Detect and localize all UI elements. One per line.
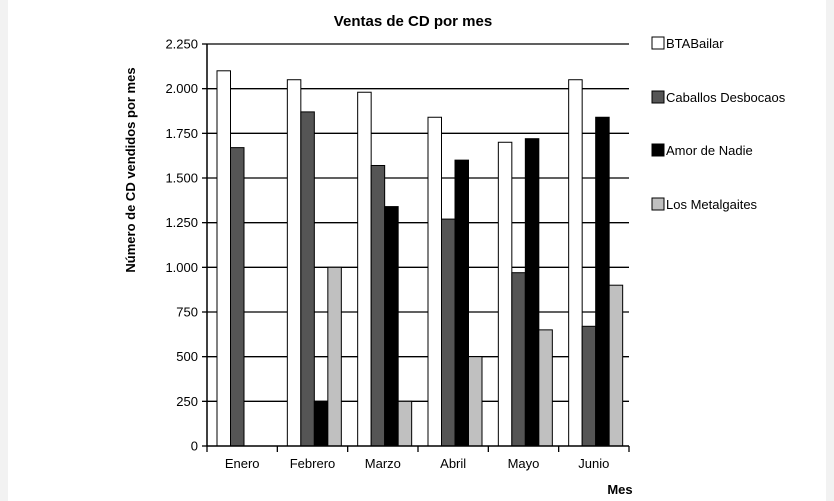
y-tick-label: 2.250: [165, 37, 198, 52]
legend-label: Los Metalgaites: [666, 197, 758, 212]
x-tick-label: Febrero: [290, 456, 336, 471]
chart-title: Ventas de CD por mes: [334, 13, 492, 30]
x-axis-label: Mes: [607, 482, 632, 497]
bar: [568, 79, 583, 447]
y-axis-label: Número de CD vendidos por mes: [123, 67, 138, 272]
bar: [608, 284, 624, 447]
bar: [581, 325, 597, 447]
bar: [524, 138, 540, 447]
bar: [427, 116, 442, 447]
y-tick-label: 1.500: [165, 171, 198, 186]
legend-label: BTABailar: [666, 36, 724, 51]
legend-swatch: [651, 36, 665, 50]
y-tick-label: 750: [176, 305, 198, 320]
legend-swatch: [651, 90, 665, 104]
bar: [454, 159, 469, 447]
bar: [497, 141, 513, 447]
legend-label: Amor de Nadie: [666, 143, 753, 158]
x-tick-label: Abril: [440, 456, 466, 471]
bar: [370, 164, 386, 447]
bar: [538, 329, 553, 447]
bar-chart: Ventas de CD por mes Número de CD vendid…: [123, 13, 786, 497]
y-tick-label: 1.250: [165, 215, 198, 230]
y-tick-label: 1.750: [165, 126, 198, 141]
axes: 0 250 500 750 1.000 1.250 1.500 1.750 2.000 2.250…: [165, 37, 630, 471]
bars: [216, 70, 624, 447]
x-tick-label: Junio: [578, 456, 609, 471]
bar: [595, 116, 610, 447]
legend-label: Caballos Desbocaos: [666, 90, 786, 105]
legend-swatch: [651, 143, 665, 157]
y-tick-label: 2.000: [165, 81, 198, 96]
bar: [511, 272, 526, 447]
gridlines: [207, 43, 629, 402]
y-tick-label: 0: [191, 439, 198, 454]
bar: [300, 111, 315, 447]
x-tick-label: Enero: [225, 456, 260, 471]
chart-canvas: Ventas de CD por mes Número de CD vendid…: [8, 0, 826, 501]
bar: [327, 266, 342, 447]
x-tick-label: Marzo: [365, 456, 401, 471]
bar: [286, 79, 302, 447]
y-tick-label: 1.000: [165, 260, 198, 275]
bar: [230, 147, 245, 447]
bar: [397, 400, 413, 447]
legend: BTABailar Caballos Desbocaos Amor de Nadie…: [651, 36, 786, 212]
x-tick-label: Mayo: [508, 456, 540, 471]
bar: [357, 91, 372, 447]
bar: [313, 400, 329, 447]
y-tick-label: 500: [176, 349, 198, 364]
bar: [384, 206, 399, 447]
bar: [468, 356, 483, 447]
y-tick-label: 250: [176, 394, 198, 409]
bar: [441, 218, 456, 447]
legend-swatch: [651, 197, 665, 211]
bar: [216, 70, 231, 447]
